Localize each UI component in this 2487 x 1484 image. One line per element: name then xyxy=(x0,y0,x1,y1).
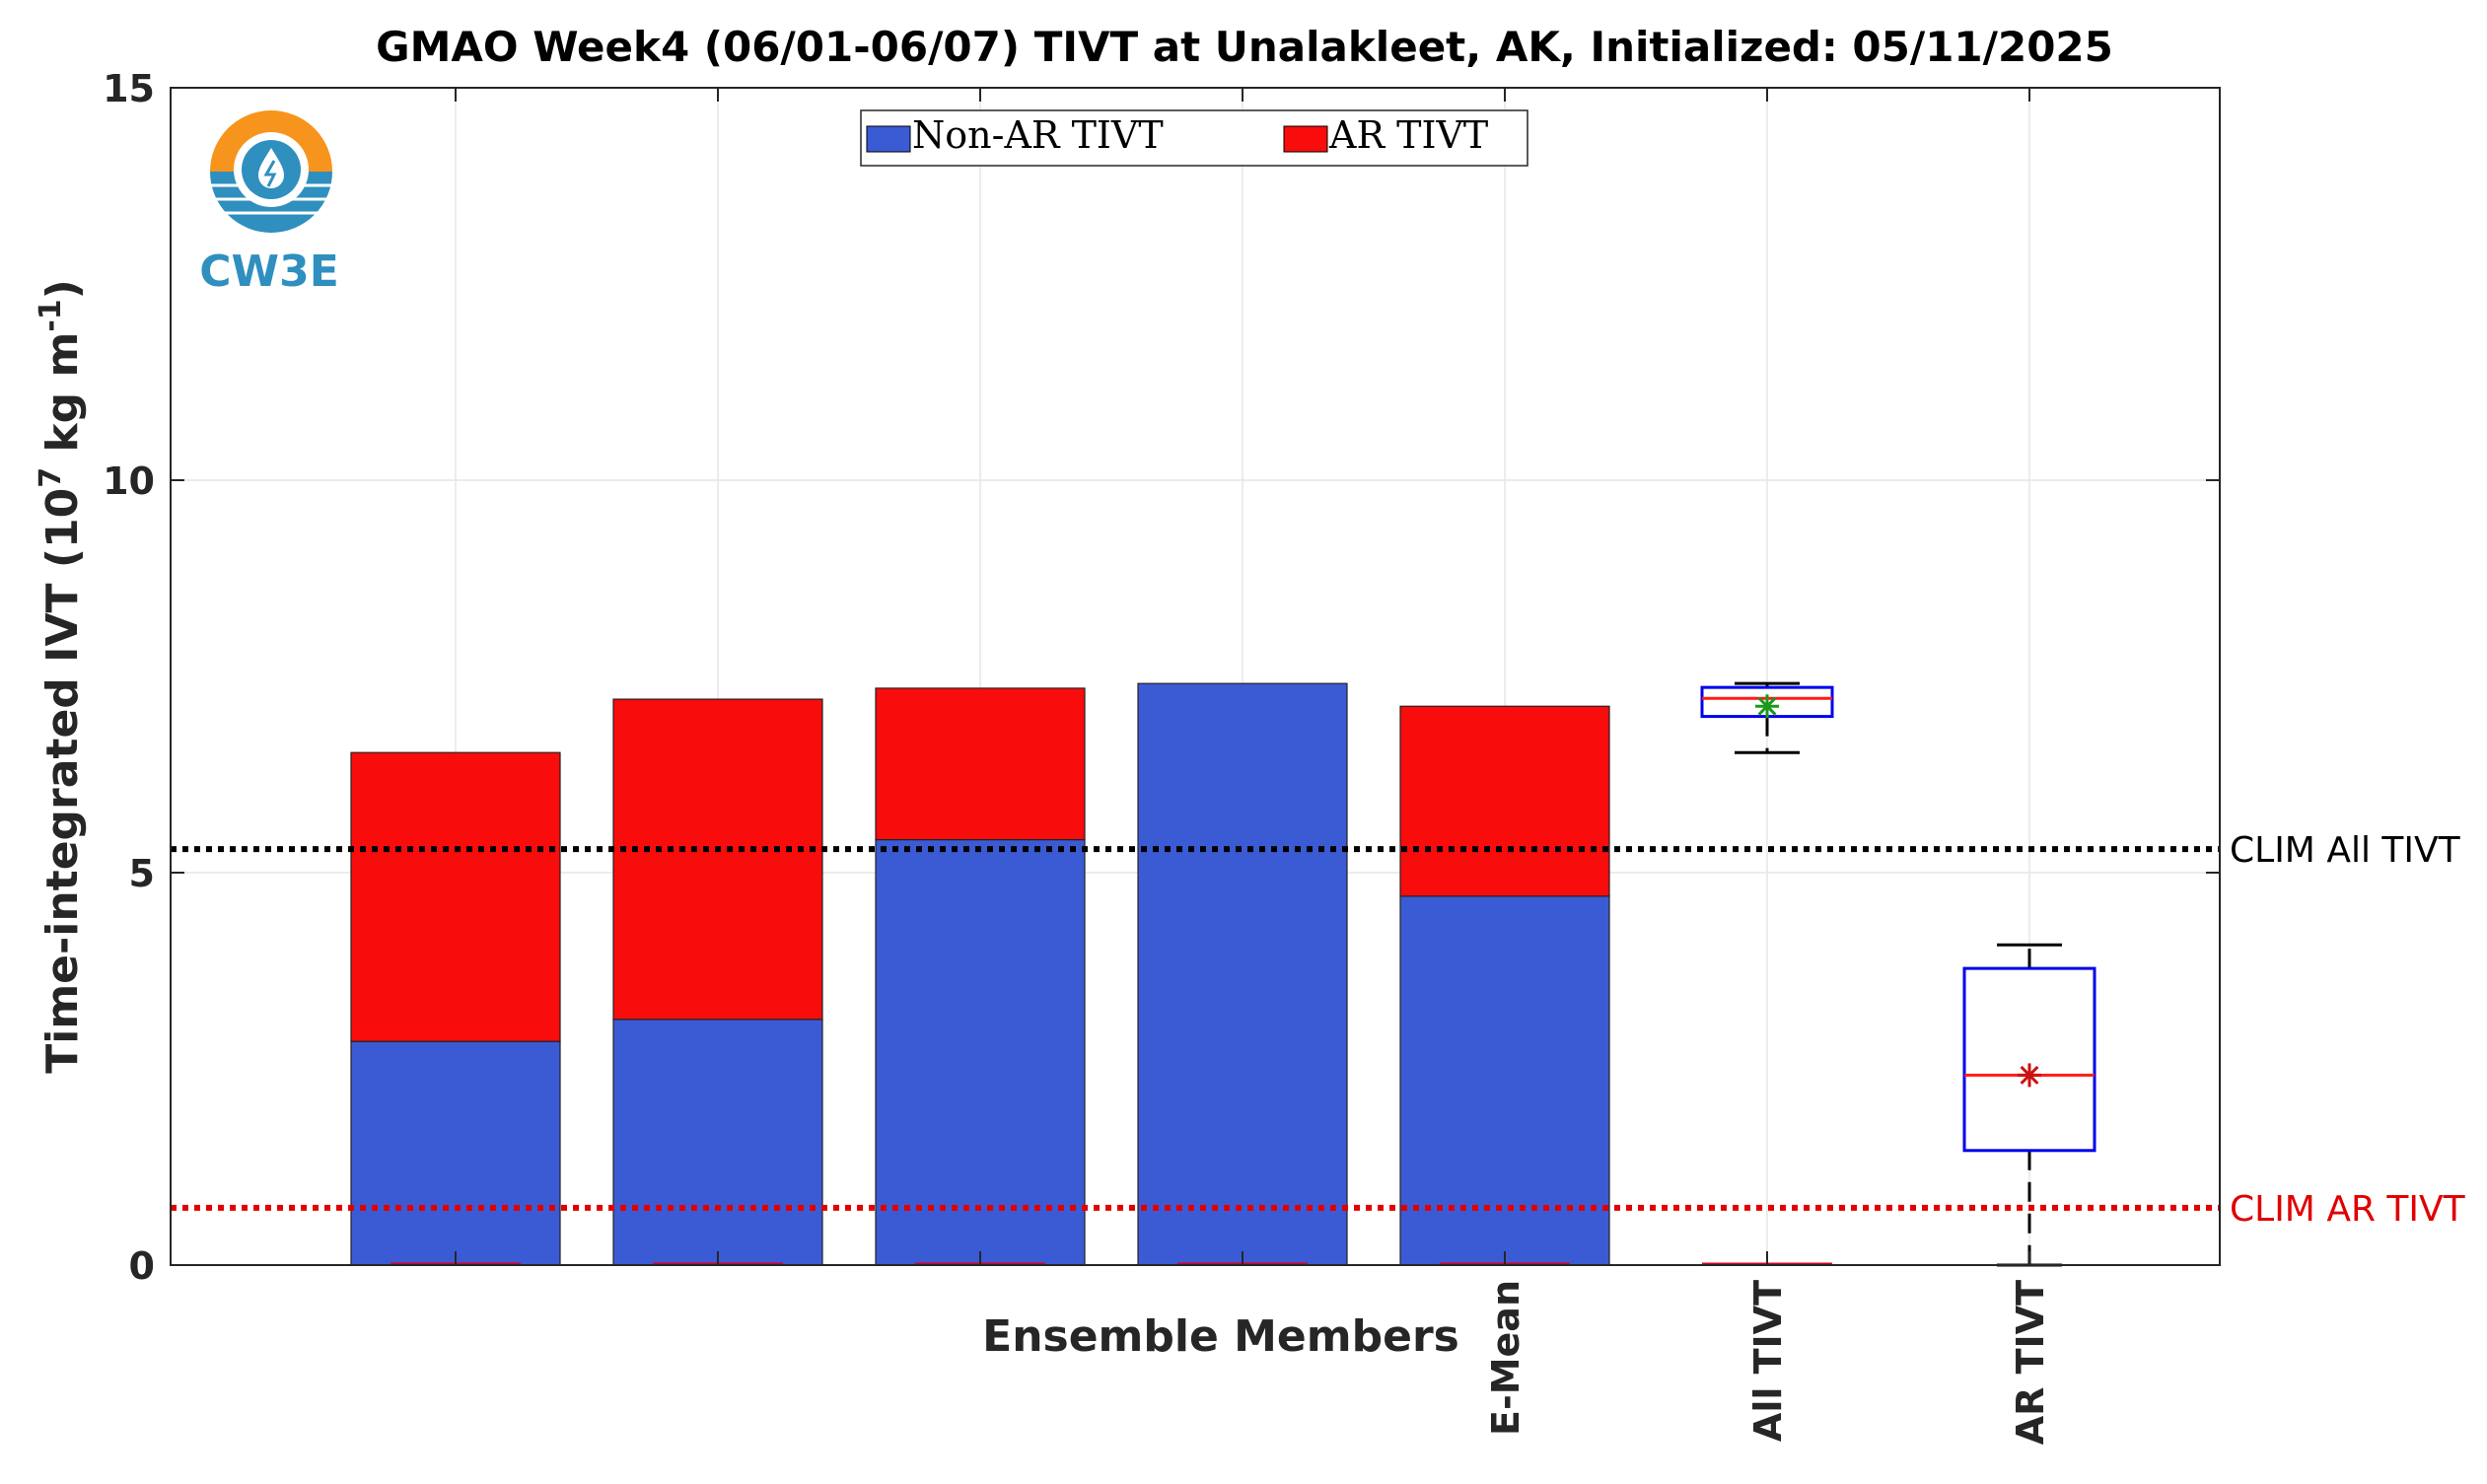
bar-non-ar-tivt-2 xyxy=(875,838,1086,1266)
bar-ar-tivt-4 xyxy=(1399,705,1610,897)
bar-ar-tivt-0 xyxy=(350,751,561,1042)
y-tick-label-0: 0 xyxy=(129,1244,155,1288)
bar-ar-tivt-2 xyxy=(875,687,1086,841)
ref-label-clim-all-tivt: CLIM All TIVT xyxy=(2230,830,2461,871)
legend: Non-AR TIVT AR TIVT xyxy=(860,109,1528,167)
boxplot-all-tivt xyxy=(1700,681,1834,754)
mean-marker-stroke-3 xyxy=(2020,1065,2039,1085)
bar-non-ar-tivt-3 xyxy=(1137,682,1348,1266)
x-tick-label-all-tivt: All TIVT xyxy=(1746,1280,1790,1442)
y-tick-label-2: 10 xyxy=(103,459,155,503)
bar-series xyxy=(350,682,1610,1266)
legend-label-ar: AR TIVT xyxy=(1328,113,1488,157)
mean-marker-all-tivt xyxy=(1755,694,1779,719)
bar-non-ar-tivt-1 xyxy=(612,1019,823,1266)
x-tick-label-ar-tivt: AR TIVT xyxy=(2009,1280,2052,1445)
x-axis-label: Ensemble Members xyxy=(982,1311,1459,1362)
mean-marker-ar-tivt xyxy=(2018,1063,2041,1088)
bar-ar-tivt-1 xyxy=(612,698,823,1021)
mean-marker-stroke-3 xyxy=(1757,696,1777,716)
y-axis-label: Time-integrated IVT (107 kg m-1) xyxy=(34,279,89,1074)
x-tick-label-e-mean: E-Mean xyxy=(1484,1280,1528,1436)
boxplots xyxy=(1700,681,2096,1267)
axes-box xyxy=(170,87,2221,1266)
boxplot-ar-tivt xyxy=(1962,943,2096,1267)
bar-non-ar-tivt-0 xyxy=(350,1040,561,1266)
legend-label-non-ar: Non-AR TIVT xyxy=(912,113,1164,157)
y-tick-label-1: 5 xyxy=(129,852,155,895)
y-tick-label-3: 15 xyxy=(103,67,155,110)
legend-swatch-ar xyxy=(1283,125,1328,153)
ref-label-clim-ar-tivt: CLIM AR TIVT xyxy=(2230,1189,2466,1230)
chart-title: GMAO Week4 (06/01-06/07) TIVT at Unalakl… xyxy=(376,23,2113,71)
reference-lines: CLIM All TIVT CLIM AR TIVT xyxy=(171,830,2466,1230)
legend-box xyxy=(860,109,1528,167)
box-ar-tivt xyxy=(1962,966,2096,1153)
x-axis-ticks: E-Mean All TIVT AR TIVT xyxy=(455,88,2052,1445)
bar-non-ar-tivt-4 xyxy=(1399,895,1610,1266)
cw3e-logo: CW3E xyxy=(199,110,339,297)
logo-text: CW3E xyxy=(199,247,339,297)
y-axis-ticks: 0 5 10 15 xyxy=(103,67,2220,1288)
legend-swatch-non-ar xyxy=(866,125,911,153)
